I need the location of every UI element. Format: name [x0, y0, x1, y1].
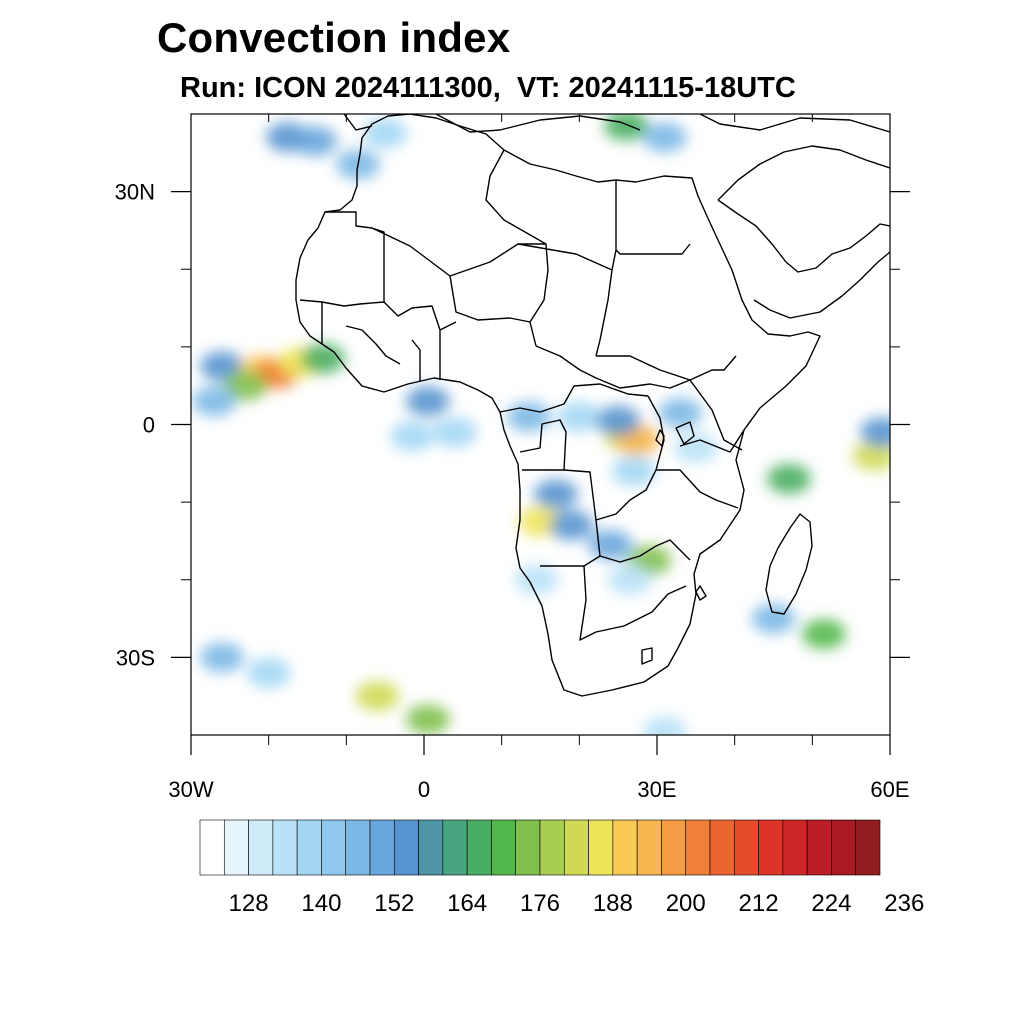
convection-cell-40 — [642, 716, 687, 735]
convection-cell-4 — [603, 114, 648, 141]
colorbar-swatch — [393, 819, 419, 876]
colorbar-swatch — [369, 819, 395, 876]
colorbar-swatch — [831, 819, 857, 876]
chart-subtitle: Run: ICON 2024111300, VT: 20241115-18UTC — [180, 72, 796, 104]
colorbar-swatch — [612, 819, 638, 876]
colorbar-swatch — [636, 819, 662, 876]
colorbar-swatch — [806, 819, 832, 876]
colorbar-swatch — [321, 819, 347, 876]
colorbar-swatch — [491, 819, 517, 876]
colorbar-label: 224 — [811, 890, 851, 917]
convection-cell-11 — [301, 343, 346, 374]
convection-cell-22 — [673, 432, 718, 463]
convection-cell-29 — [607, 564, 652, 595]
convection-cell-15 — [433, 417, 478, 448]
convection-cell-37 — [246, 657, 291, 688]
chart-title: Convection index — [157, 14, 511, 61]
convection-cell-17 — [557, 401, 602, 432]
lon-tick-label: 60E — [870, 777, 909, 802]
colorbar-label: 140 — [301, 890, 341, 917]
colorbar-swatch — [515, 819, 541, 876]
country-borders — [295, 114, 890, 697]
colorbar-swatch — [418, 819, 444, 876]
colorbar-label: 200 — [666, 890, 706, 917]
arabia-coastline — [717, 145, 890, 319]
colorbar-label: 188 — [593, 890, 633, 917]
colorbar-label: 128 — [229, 890, 269, 917]
convection-cell-3 — [363, 118, 408, 149]
colorbar-label: 152 — [374, 890, 414, 917]
convection-cell-20 — [596, 405, 641, 436]
convection-cell-5 — [642, 122, 687, 153]
axis-labels: 30W 0 30E 60E 30N 0 30S — [115, 180, 910, 802]
convection-cell-32 — [860, 417, 890, 448]
colorbar-label: 176 — [520, 890, 560, 917]
convection-cell-24 — [534, 479, 579, 510]
colorbar-swatch — [466, 819, 492, 876]
colorbar-swatch — [733, 819, 759, 876]
convection-cell-39 — [405, 704, 450, 735]
convection-cell-21 — [658, 397, 703, 428]
convection-field — [192, 114, 890, 735]
convection-cell-9 — [223, 370, 268, 401]
colorbar-swatch — [661, 819, 687, 876]
convection-cell-13 — [390, 421, 435, 452]
lon-tick-label: 0 — [418, 777, 430, 802]
axis-ticks — [171, 114, 910, 755]
colorbar-swatch — [588, 819, 614, 876]
convection-cell-38 — [355, 681, 400, 712]
convection-cell-14 — [405, 386, 450, 417]
colorbar-label: 236 — [884, 890, 924, 917]
colorbar-swatch — [296, 819, 322, 876]
colorbar-swatch — [563, 819, 589, 876]
internal-borders — [299, 149, 745, 665]
colorbar-swatch — [855, 819, 881, 876]
convection-cell-31 — [852, 440, 890, 471]
convection-cell-36 — [200, 642, 245, 673]
africa-coastline — [295, 114, 821, 697]
convection-cell-16 — [506, 401, 551, 432]
colorbar-swatch — [782, 819, 808, 876]
lat-tick-label: 30S — [116, 645, 155, 670]
colorbar-swatch — [758, 819, 784, 876]
colorbar-label: 164 — [447, 890, 487, 917]
convection-cell-26 — [549, 510, 594, 541]
convection-cell-30 — [514, 564, 559, 595]
europe-coastline — [343, 114, 890, 133]
convection-cell-34 — [801, 619, 846, 650]
colorbar-label: 212 — [739, 890, 779, 917]
convection-cell-27 — [588, 529, 633, 560]
colorbar-swatch — [685, 819, 711, 876]
colorbar-swatch — [709, 819, 735, 876]
colorbar-swatch — [223, 819, 249, 876]
convection-cell-23 — [611, 456, 656, 487]
lat-tick-label: 30N — [115, 180, 155, 205]
colorbar-swatch — [442, 819, 468, 876]
colorbar-swatch — [345, 819, 371, 876]
lon-tick-label: 30W — [168, 777, 213, 802]
colorbar-swatch — [272, 819, 298, 876]
colorbar-swatch — [248, 819, 274, 876]
convection-cell-35 — [751, 603, 796, 634]
colorbar-swatch — [539, 819, 565, 876]
lat-tick-label: 0 — [143, 413, 155, 438]
colorbar: 128 140 152 164 176 188 200 212 224 236 — [199, 819, 924, 917]
colorbar-swatch — [199, 819, 225, 876]
lakes — [655, 421, 707, 601]
madagascar-coastline — [765, 513, 813, 615]
lon-tick-label: 30E — [637, 777, 676, 802]
convection-cell-12 — [192, 386, 237, 417]
convection-cell-1 — [293, 126, 338, 157]
convection-cell-33 — [767, 463, 812, 494]
